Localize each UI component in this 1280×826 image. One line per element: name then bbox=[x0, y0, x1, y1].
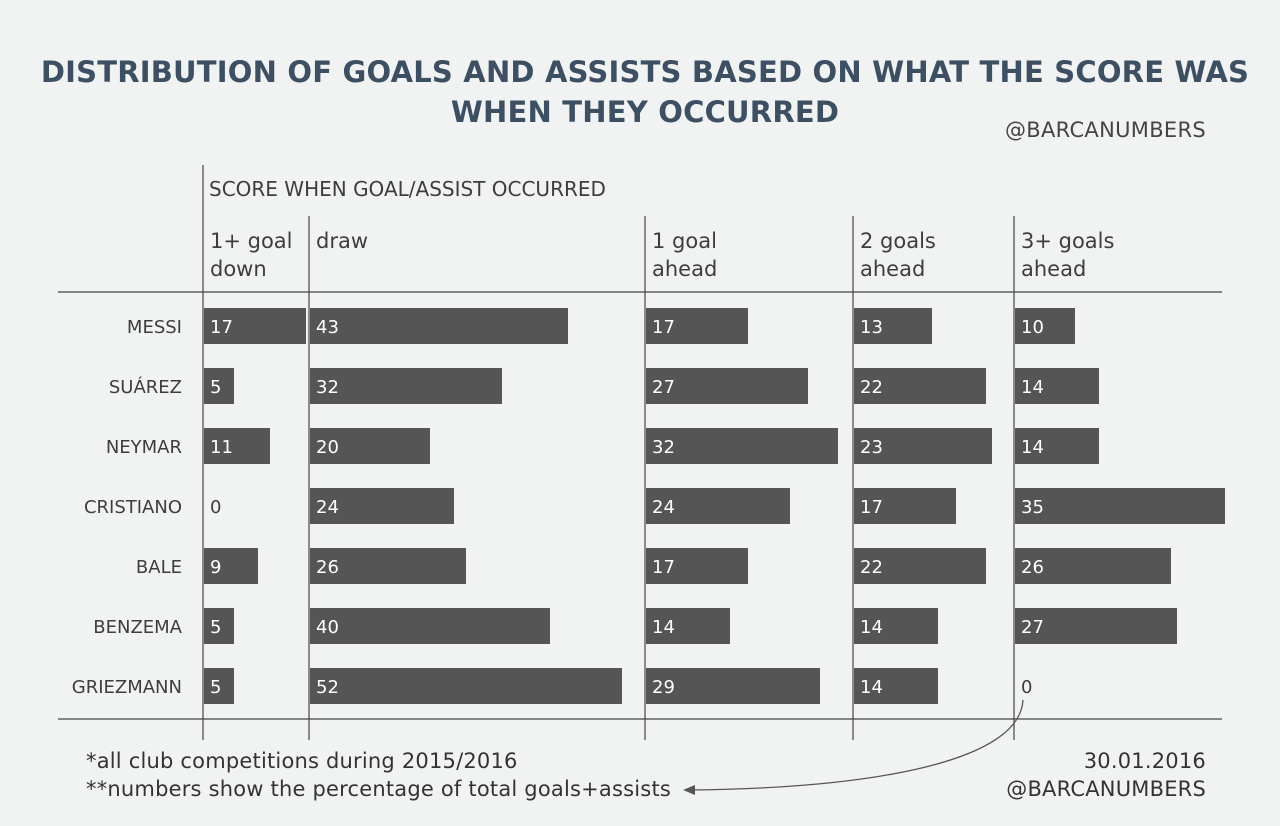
data-label: 14 bbox=[652, 617, 675, 638]
row-label: SUÁREZ bbox=[109, 376, 182, 398]
bar bbox=[1015, 428, 1099, 464]
bar bbox=[854, 428, 992, 464]
data-label: 11 bbox=[210, 437, 233, 458]
data-label: 26 bbox=[316, 557, 339, 578]
data-label: 17 bbox=[652, 557, 675, 578]
data-label: 26 bbox=[1021, 557, 1044, 578]
data-label: 32 bbox=[652, 437, 675, 458]
bar bbox=[646, 608, 730, 644]
bar bbox=[646, 488, 790, 524]
bar bbox=[204, 668, 234, 704]
bar bbox=[310, 428, 430, 464]
data-label: 5 bbox=[210, 377, 221, 398]
bar bbox=[854, 308, 932, 344]
date-label: 30.01.2016 bbox=[1083, 749, 1206, 773]
column-header-line1: 2 goals bbox=[860, 229, 936, 253]
bar bbox=[854, 668, 938, 704]
data-label: 29 bbox=[652, 677, 675, 698]
bar bbox=[204, 308, 306, 344]
bar bbox=[1015, 308, 1075, 344]
data-label: 14 bbox=[860, 617, 883, 638]
data-label: 17 bbox=[210, 317, 233, 338]
bar bbox=[204, 608, 234, 644]
handle-bottom: @BARCANUMBERS bbox=[1006, 777, 1206, 801]
footnote-competitions: *all club competitions during 2015/2016 bbox=[86, 749, 518, 773]
bar bbox=[646, 668, 820, 704]
bar bbox=[646, 308, 748, 344]
data-label: 17 bbox=[860, 497, 883, 518]
row-label: BALE bbox=[136, 557, 182, 578]
bar bbox=[646, 368, 808, 404]
chart-title: DISTRIBUTION OF GOALS AND ASSISTS BASED … bbox=[40, 55, 1250, 129]
group-header: SCORE WHEN GOAL/ASSIST OCCURRED bbox=[209, 177, 606, 201]
row-label: MESSI bbox=[127, 317, 182, 338]
bar bbox=[1015, 548, 1171, 584]
data-label: 23 bbox=[860, 437, 883, 458]
data-label: 20 bbox=[316, 437, 339, 458]
data-label: 40 bbox=[316, 617, 339, 638]
data-label: 32 bbox=[316, 377, 339, 398]
bar bbox=[204, 368, 234, 404]
data-label: 24 bbox=[316, 497, 339, 518]
bar bbox=[310, 608, 550, 644]
data-label: 0 bbox=[1021, 677, 1032, 698]
bar bbox=[310, 548, 466, 584]
data-label: 22 bbox=[860, 377, 883, 398]
row-label: GRIEZMANN bbox=[72, 677, 182, 698]
column-header-line2: down bbox=[210, 257, 267, 281]
bar bbox=[310, 668, 622, 704]
data-label: 17 bbox=[652, 317, 675, 338]
data-label: 10 bbox=[1021, 317, 1044, 338]
bar bbox=[646, 548, 748, 584]
data-label: 24 bbox=[652, 497, 675, 518]
bar bbox=[204, 428, 270, 464]
column-header-line1: 3+ goals bbox=[1021, 229, 1114, 253]
bar bbox=[854, 608, 938, 644]
annotation-arrowhead bbox=[683, 785, 695, 795]
data-label: 5 bbox=[210, 677, 221, 698]
column-header-line2: ahead bbox=[860, 257, 925, 281]
data-label: 5 bbox=[210, 617, 221, 638]
column-header-line2: ahead bbox=[1021, 257, 1086, 281]
bar bbox=[1015, 368, 1099, 404]
data-label: 14 bbox=[860, 677, 883, 698]
bar bbox=[646, 428, 838, 464]
data-label: 13 bbox=[860, 317, 883, 338]
column-header-line1: 1+ goal bbox=[210, 229, 293, 253]
bars bbox=[204, 308, 1225, 704]
data-label: 14 bbox=[1021, 437, 1044, 458]
bar bbox=[310, 488, 454, 524]
bar bbox=[1015, 488, 1225, 524]
column-header-line1: 1 goal bbox=[652, 229, 717, 253]
footnote-percentages: **numbers show the percentage of total g… bbox=[86, 777, 672, 801]
bar bbox=[310, 368, 502, 404]
column-header-line2: ahead bbox=[652, 257, 717, 281]
bar bbox=[854, 548, 986, 584]
data-label: 22 bbox=[860, 557, 883, 578]
bar bbox=[204, 548, 258, 584]
bar bbox=[854, 368, 986, 404]
bar bbox=[1015, 608, 1177, 644]
data-label: 35 bbox=[1021, 497, 1044, 518]
data-label: 27 bbox=[1021, 617, 1044, 638]
bar bbox=[854, 488, 956, 524]
row-label: NEYMAR bbox=[106, 437, 182, 458]
labels: SCORE WHEN GOAL/ASSIST OCCURRED 1+ goal do… bbox=[72, 177, 1115, 698]
data-label: 9 bbox=[210, 557, 221, 578]
annotation-arrow bbox=[689, 699, 1024, 791]
row-label: BENZEMA bbox=[93, 617, 182, 638]
bar bbox=[310, 308, 568, 344]
handle-top: @BARCANUMBERS bbox=[1004, 118, 1206, 142]
data-label: 0 bbox=[210, 497, 221, 518]
grid-lines bbox=[58, 165, 1222, 740]
row-label: CRISTIANO bbox=[84, 497, 182, 518]
data-label: 14 bbox=[1021, 377, 1044, 398]
data-label: 52 bbox=[316, 677, 339, 698]
column-header-line1: draw bbox=[316, 229, 368, 253]
data-label: 43 bbox=[316, 317, 339, 338]
data-label: 27 bbox=[652, 377, 675, 398]
